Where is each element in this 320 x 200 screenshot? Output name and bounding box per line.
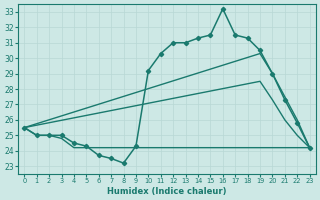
- X-axis label: Humidex (Indice chaleur): Humidex (Indice chaleur): [107, 187, 227, 196]
